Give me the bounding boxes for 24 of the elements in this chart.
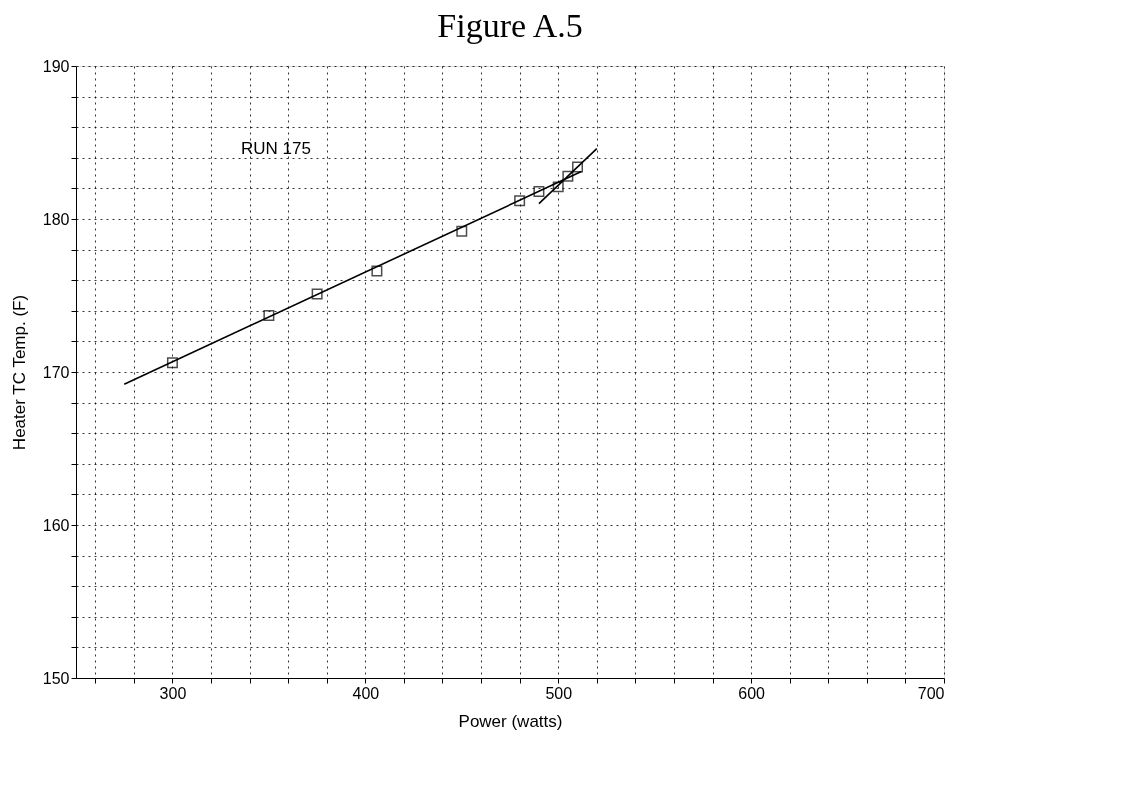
y-tick-label: 170 xyxy=(42,363,70,381)
point xyxy=(456,225,468,237)
point xyxy=(552,181,564,193)
x-tick-label: 500 xyxy=(545,684,573,702)
x-tick-label: 700 xyxy=(917,684,945,702)
x-tick-label: 600 xyxy=(738,684,766,702)
point xyxy=(572,161,584,173)
y-tick-label: 160 xyxy=(42,516,70,534)
point xyxy=(166,357,178,369)
y-axis-title: Heater TC Temp. (F) xyxy=(9,294,29,451)
y-tick-label: 190 xyxy=(42,57,70,75)
chart-title: Figure A.5 xyxy=(437,7,583,44)
annotation: RUN 175 xyxy=(241,139,311,158)
point xyxy=(263,309,275,321)
point xyxy=(371,265,383,277)
x-axis-title: Power (watts) xyxy=(458,711,563,731)
point xyxy=(562,170,574,182)
x-tick-label: 400 xyxy=(352,684,380,702)
y-tick-label: 180 xyxy=(42,210,70,228)
point xyxy=(311,288,323,300)
point xyxy=(533,185,545,197)
y-tick-label: 150 xyxy=(42,669,70,687)
x-tick-label: 300 xyxy=(159,684,187,702)
point xyxy=(514,195,526,207)
